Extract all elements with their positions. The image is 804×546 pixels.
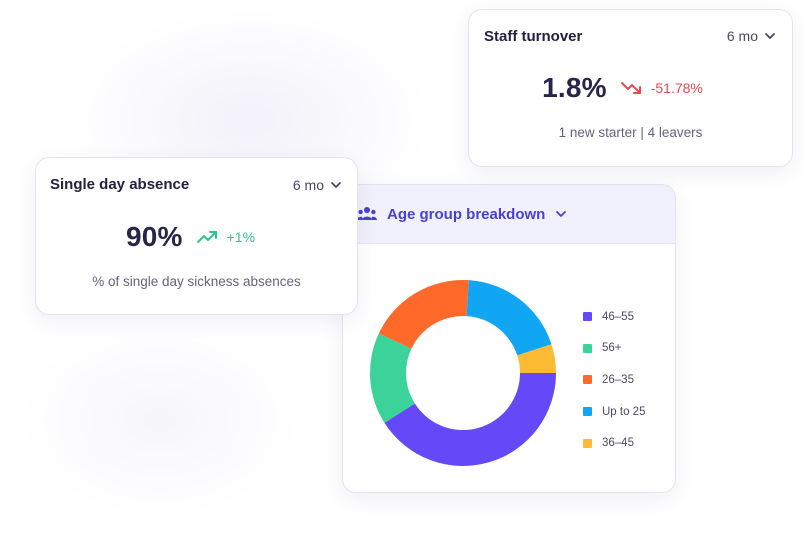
legend-label: 56+ bbox=[602, 342, 622, 355]
legend-item: 46–55 bbox=[583, 301, 645, 333]
period-label: 6 mo bbox=[292, 177, 324, 193]
chart-legend: 46–55 56+ 26–35 Up to 25 36–45 bbox=[583, 301, 645, 459]
age-group-header[interactable]: Age group breakdown bbox=[343, 185, 675, 244]
metric-row: 1.8% -51.78% bbox=[453, 72, 792, 104]
people-group-icon bbox=[357, 207, 377, 220]
donut-slice-36-45[interactable] bbox=[517, 344, 556, 373]
metric-value: 90% bbox=[125, 221, 183, 252]
age-group-title: Age group breakdown bbox=[387, 205, 546, 223]
card-title: Single day absence bbox=[50, 176, 190, 193]
metric-subtext: 1 new starter | 4 leavers bbox=[558, 125, 703, 140]
legend-swatch bbox=[583, 312, 592, 322]
legend-swatch bbox=[583, 375, 592, 385]
donut-slice-56-[interactable] bbox=[370, 333, 415, 423]
period-label: 6 mo bbox=[726, 28, 758, 44]
legend-label: 46–55 bbox=[602, 310, 634, 323]
legend-item: 26–35 bbox=[583, 364, 645, 396]
legend-label: 26–35 bbox=[602, 373, 634, 386]
period-dropdown[interactable]: 6 mo bbox=[293, 177, 342, 193]
metric-delta: +1% bbox=[226, 229, 256, 245]
legend-item: 36–45 bbox=[583, 427, 645, 459]
metric-value: 1.8% bbox=[542, 72, 607, 103]
metric-delta: -51.78% bbox=[650, 80, 703, 96]
trending-up-icon bbox=[196, 231, 217, 243]
metric-row: 90% +1% bbox=[24, 221, 357, 253]
donut-slice-up-to-25[interactable] bbox=[466, 280, 552, 356]
metric-subtext: % of single day sickness absences bbox=[92, 274, 301, 289]
legend-swatch bbox=[583, 343, 592, 353]
chevron-down-icon bbox=[765, 33, 775, 39]
chevron-down-icon bbox=[331, 182, 341, 188]
legend-item: Up to 25 bbox=[583, 396, 645, 428]
donut-slice-46-55[interactable] bbox=[384, 373, 556, 466]
single-day-absence-card: Single day absence 6 mo 90% +1% % of sin… bbox=[35, 157, 358, 315]
age-group-breakdown-card: Age group breakdown 46–55 56+ 26–35 Up to 2… bbox=[342, 184, 676, 493]
trending-down-icon bbox=[620, 82, 641, 94]
donut-slice-26-35[interactable] bbox=[378, 280, 469, 349]
legend-swatch bbox=[583, 407, 592, 417]
period-dropdown[interactable]: 6 mo bbox=[727, 28, 776, 44]
legend-item: 56+ bbox=[583, 333, 645, 365]
legend-swatch bbox=[583, 438, 592, 448]
legend-label: Up to 25 bbox=[602, 405, 646, 418]
donut-chart bbox=[370, 280, 556, 466]
legend-label: 36–45 bbox=[602, 437, 634, 450]
card-title: Staff turnover bbox=[484, 28, 583, 45]
chevron-down-icon bbox=[556, 211, 567, 217]
staff-turnover-card: Staff turnover 6 mo 1.8% -51.78% 1 new s… bbox=[468, 9, 793, 167]
